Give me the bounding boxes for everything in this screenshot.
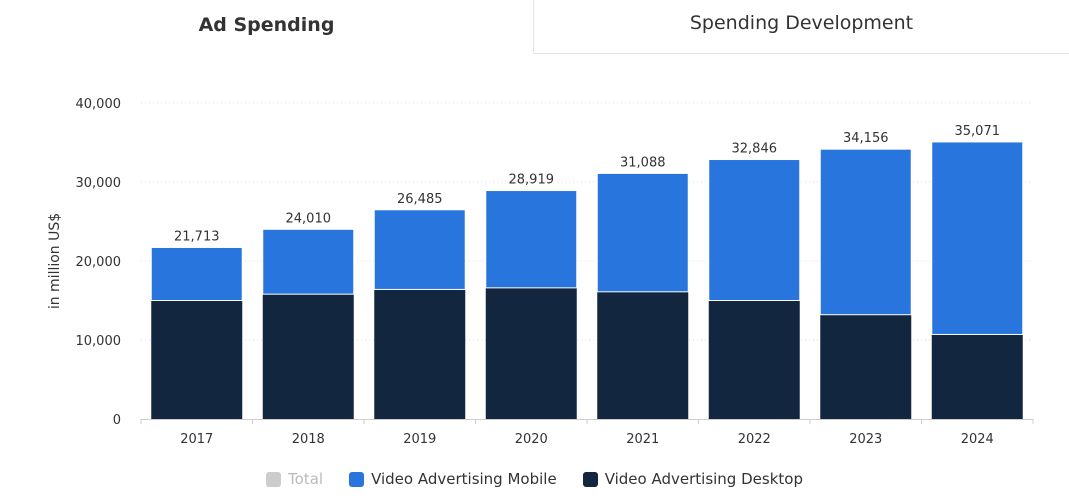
x-tick-label: 2019 xyxy=(403,432,436,447)
bar-mobile xyxy=(819,148,912,316)
bar-mobile xyxy=(708,159,801,301)
bar-mobile xyxy=(931,141,1024,335)
bar-mobile xyxy=(485,190,578,289)
legend-swatch-mobile xyxy=(349,471,365,487)
bar-desktop xyxy=(151,300,243,419)
bar-mobile xyxy=(373,209,466,290)
y-tick-label: 30,000 xyxy=(76,176,122,191)
total-data-label: 24,010 xyxy=(286,211,332,226)
y-tick-label: 0 xyxy=(113,413,121,428)
total-data-label: 21,713 xyxy=(174,229,220,244)
bar-desktop xyxy=(708,300,800,419)
bar-mobile xyxy=(262,228,355,295)
legend-item-total[interactable]: Total xyxy=(266,470,323,488)
total-data-label: 26,485 xyxy=(397,192,443,207)
bar-desktop xyxy=(931,334,1023,419)
legend-label-total: Total xyxy=(288,470,324,488)
legend-swatch-desktop xyxy=(582,471,598,487)
chart-legend: Total Video Advertising Mobile Video Adv… xyxy=(0,468,1069,490)
bar-mobile xyxy=(150,246,243,301)
y-tick-label: 40,000 xyxy=(76,97,122,112)
total-data-label: 31,088 xyxy=(620,155,666,170)
stacked-bar-chart: 0 10,000 20,000 30,000 40,000 21,713 2017 24,01… xyxy=(76,97,1034,447)
x-tick-label: 2020 xyxy=(515,432,548,447)
total-data-label: 35,071 xyxy=(955,124,1001,139)
x-tick-label: 2021 xyxy=(626,432,659,447)
total-data-label: 34,156 xyxy=(843,131,889,146)
x-tick-label: 2023 xyxy=(849,432,882,447)
bar-desktop xyxy=(485,287,577,419)
legend-item-desktop[interactable]: Video Advertising Desktop xyxy=(582,470,803,488)
total-data-label: 28,919 xyxy=(509,173,555,188)
tab-bar: Ad Spending Spending Development xyxy=(0,0,1069,54)
total-data-label: 32,846 xyxy=(732,142,778,157)
legend-label-desktop: Video Advertising Desktop xyxy=(604,470,803,488)
legend-swatch-total xyxy=(266,471,282,487)
bar-desktop xyxy=(597,291,689,419)
bar-desktop xyxy=(374,289,466,419)
bar-desktop xyxy=(262,294,354,419)
y-tick-label: 10,000 xyxy=(76,334,122,349)
legend-label-mobile: Video Advertising Mobile xyxy=(371,470,557,488)
x-tick-label: 2022 xyxy=(738,432,771,447)
x-tick-label: 2017 xyxy=(180,432,213,447)
tab-spending-development[interactable]: Spending Development xyxy=(533,0,1069,54)
x-tick-label: 2024 xyxy=(961,432,994,447)
tab-ad-spending[interactable]: Ad Spending xyxy=(0,0,533,54)
bar-mobile xyxy=(596,172,689,293)
y-tick-label: 20,000 xyxy=(76,255,122,270)
legend-item-mobile[interactable]: Video Advertising Mobile xyxy=(349,470,557,488)
x-tick-label: 2018 xyxy=(292,432,325,447)
bar-desktop xyxy=(820,314,912,419)
